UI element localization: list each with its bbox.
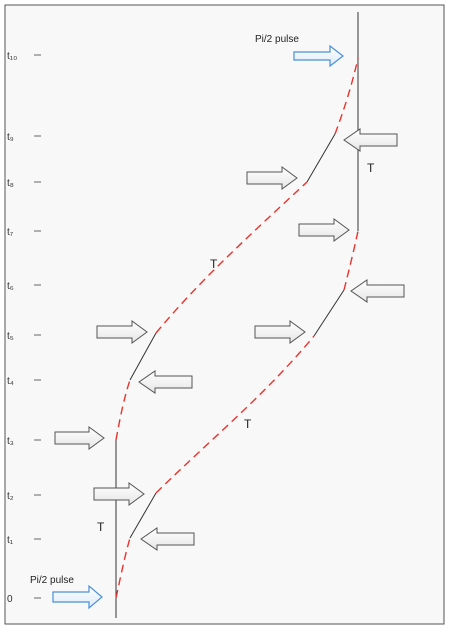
tick-label-t1: t₁ [7, 535, 14, 546]
kick-arrow-t6-left [350, 279, 405, 303]
tick-label-0: 0 [7, 594, 13, 605]
kick-arrow-t5-right-lower [254, 320, 306, 344]
solid-segment-upper-left [129, 332, 157, 381]
kick-arrow-t1-left [140, 527, 195, 551]
solid-path-segments [115, 12, 359, 618]
tick-label-t3: t₃ [7, 436, 14, 447]
dashed-segment-start [115, 537, 131, 599]
kick-arrow-t2-right [93, 482, 145, 506]
dashed-segment-lower-diagonal [155, 335, 315, 494]
t-label-lower-middle: T [244, 417, 252, 431]
tick-label-t8: t₈ [7, 178, 14, 189]
dashed-segment-right-climb [343, 230, 359, 291]
kick-arrow-t8-right [246, 166, 298, 190]
kick-arrow-t4-left [138, 370, 193, 394]
dashed-path-segments [115, 57, 359, 599]
annotations: Pi/2 pulse Pi/2 pulse T T T T [30, 34, 375, 586]
dashed-segment-left-climb [115, 379, 131, 441]
tick-label-t5: t₅ [7, 331, 14, 342]
kick-arrow-t5-left-upper [96, 320, 148, 344]
pulse-arrows [52, 44, 344, 610]
top-pulse-label: Pi/2 pulse [255, 34, 299, 45]
diagram-frame [4, 4, 445, 625]
t-label-upper-right: T [367, 161, 375, 175]
tick-label-t7: t₇ [7, 227, 14, 238]
time-axis: t₁₀ t₉ t₈ t₇ t₆ t₅ t₄ t₃ t₂ t₁ 0 [7, 51, 41, 605]
kick-arrow-t9-left [343, 128, 398, 152]
kick-arrows [54, 128, 405, 551]
kick-arrow-t7-right [298, 218, 350, 242]
tick-label-t2: t₂ [7, 491, 14, 502]
dashed-segment-end [334, 57, 359, 135]
tick-label-t4: t₄ [7, 376, 14, 387]
tick-label-t10: t₁₀ [7, 51, 17, 62]
bottom-pulse-label: Pi/2 pulse [30, 575, 74, 586]
t-label-lower-left: T [97, 520, 105, 534]
solid-segment-lower-left [129, 492, 157, 539]
kick-arrow-t3-right [54, 426, 105, 450]
dashed-segment-upper-diagonal [155, 181, 308, 334]
tick-label-t6: t₆ [7, 281, 14, 292]
solid-segment-upper-right [306, 133, 336, 183]
tick-label-t9: t₉ [7, 132, 14, 143]
solid-segment-lower-right [313, 289, 345, 337]
bottom-pulse-arrow [52, 584, 103, 610]
t-label-upper-middle: T [210, 257, 218, 271]
top-pulse-arrow [293, 44, 344, 68]
